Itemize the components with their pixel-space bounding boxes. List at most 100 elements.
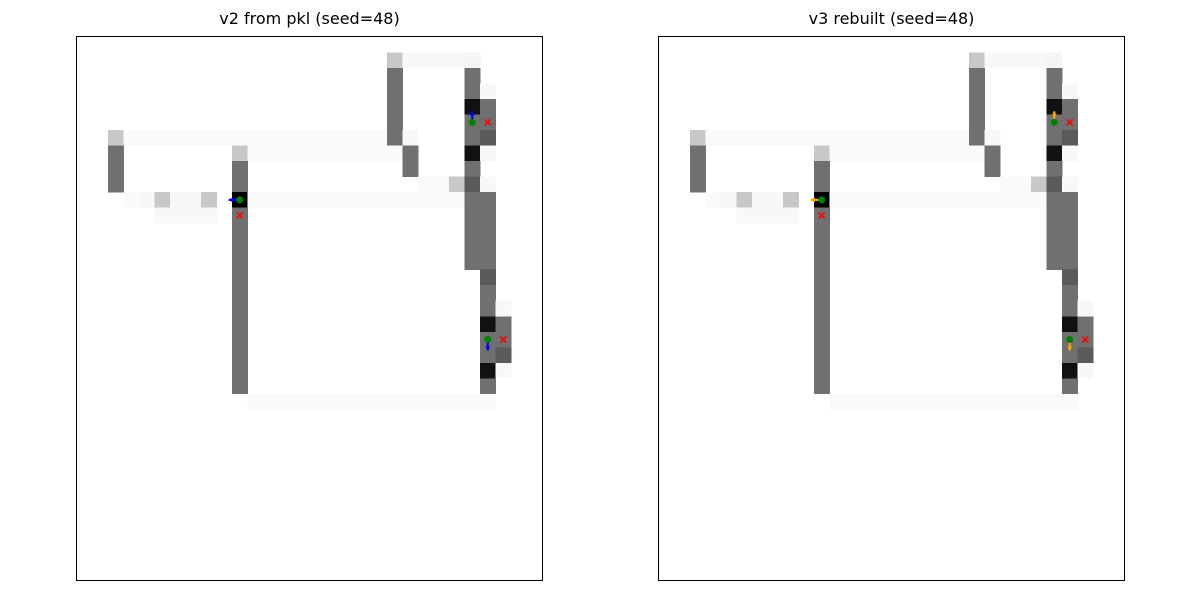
grid-cell xyxy=(1062,192,1078,209)
grid-cell xyxy=(480,285,496,302)
grid-cell xyxy=(464,254,481,271)
left-grid-svg xyxy=(108,52,512,410)
grid-cell xyxy=(938,192,954,209)
grid-cell xyxy=(294,130,310,146)
grid-cell xyxy=(767,130,784,146)
grid-cell xyxy=(860,192,877,209)
grid-cell xyxy=(480,83,496,100)
grid-cell xyxy=(325,130,341,146)
grid-cell xyxy=(232,223,248,240)
grid-cell xyxy=(232,300,248,317)
grid-cell xyxy=(1062,99,1078,115)
grid-cell xyxy=(387,99,403,115)
target-marker xyxy=(818,211,826,219)
grid-cell xyxy=(387,192,403,209)
grid-cell xyxy=(938,145,954,162)
left-panel-title: v2 from pkl (seed=48) xyxy=(219,9,400,28)
grid-cell xyxy=(783,192,799,209)
grid-cell xyxy=(690,176,706,193)
grid-cell xyxy=(154,207,171,224)
grid-cell xyxy=(1046,83,1063,100)
grid-cell xyxy=(402,130,419,146)
grid-cell xyxy=(185,192,202,209)
grid-cell xyxy=(201,130,217,146)
grid-cell xyxy=(814,130,830,146)
grid-cell xyxy=(891,393,908,410)
grid-cell xyxy=(1015,393,1032,410)
grid-cell xyxy=(480,254,496,271)
grid-cell xyxy=(480,223,496,240)
grid-cell xyxy=(139,130,155,146)
grid-cell xyxy=(891,130,908,146)
grid-cell xyxy=(480,99,496,115)
grid-cell xyxy=(845,393,861,410)
grid-cell xyxy=(464,130,481,146)
grid-cell xyxy=(1031,192,1047,209)
grid-cell xyxy=(891,145,908,162)
grid-cell xyxy=(953,130,970,146)
grid-cell xyxy=(1046,223,1063,240)
grid-cell xyxy=(829,130,846,146)
grid-cell xyxy=(480,362,496,379)
agent-marker xyxy=(818,196,826,204)
grid-cell xyxy=(814,145,830,162)
grid-cell xyxy=(464,223,481,240)
grid-cell xyxy=(767,192,784,209)
grid-cell xyxy=(829,393,846,410)
grid-cell xyxy=(480,269,496,286)
right-panel-title: v3 rebuilt (seed=48) xyxy=(808,9,975,28)
grid-cell xyxy=(1062,176,1078,193)
grid-cell xyxy=(402,192,419,209)
target-marker xyxy=(484,118,492,126)
grid-cell xyxy=(480,176,496,193)
grid-cell xyxy=(433,52,450,69)
grid-cell xyxy=(984,393,1001,410)
grid-cell xyxy=(108,161,124,178)
grid-cell xyxy=(216,130,233,146)
grid-cell xyxy=(814,223,830,240)
grid-cell xyxy=(969,393,985,410)
grid-cell xyxy=(232,269,248,286)
grid-cell xyxy=(814,238,830,255)
grid-cell xyxy=(263,393,279,410)
grid-cell xyxy=(464,83,481,100)
grid-cell xyxy=(1062,223,1078,240)
grid-cell xyxy=(1062,254,1078,271)
grid-cell xyxy=(984,130,1001,146)
grid-cell xyxy=(1000,176,1016,193)
grid-cell xyxy=(464,207,481,224)
grid-cell xyxy=(387,52,403,69)
grid-cell xyxy=(464,238,481,255)
grid-cell xyxy=(464,192,481,209)
grid-cell xyxy=(232,285,248,302)
grid-cell xyxy=(1062,378,1078,395)
grid-cell xyxy=(464,99,481,115)
grid-cell xyxy=(1015,192,1032,209)
grid-cell xyxy=(433,192,450,209)
grid-cell xyxy=(984,145,1001,162)
grid-cell xyxy=(690,161,706,178)
grid-cell xyxy=(969,145,985,162)
grid-cell xyxy=(495,300,512,317)
grid-cell xyxy=(876,145,892,162)
grid-cell xyxy=(247,145,264,162)
grid-cell xyxy=(356,192,372,209)
grid-cell xyxy=(480,238,496,255)
grid-cell xyxy=(449,393,465,410)
grid-cell xyxy=(356,393,372,410)
grid-cell xyxy=(1062,130,1078,146)
grid-cell xyxy=(232,238,248,255)
grid-cell xyxy=(309,393,326,410)
grid-cell xyxy=(449,192,465,209)
agent-arrow-head xyxy=(228,197,233,203)
grid-cell xyxy=(907,393,923,410)
grid-cell xyxy=(814,285,830,302)
agent-marker xyxy=(468,118,476,126)
grid-cell xyxy=(876,130,892,146)
grid-cell xyxy=(1046,176,1063,193)
grid-cell xyxy=(123,192,140,209)
right-grid-panel xyxy=(658,36,1125,581)
grid-cell xyxy=(480,145,496,162)
grid-cell xyxy=(705,130,722,146)
grid-cell xyxy=(278,393,295,410)
